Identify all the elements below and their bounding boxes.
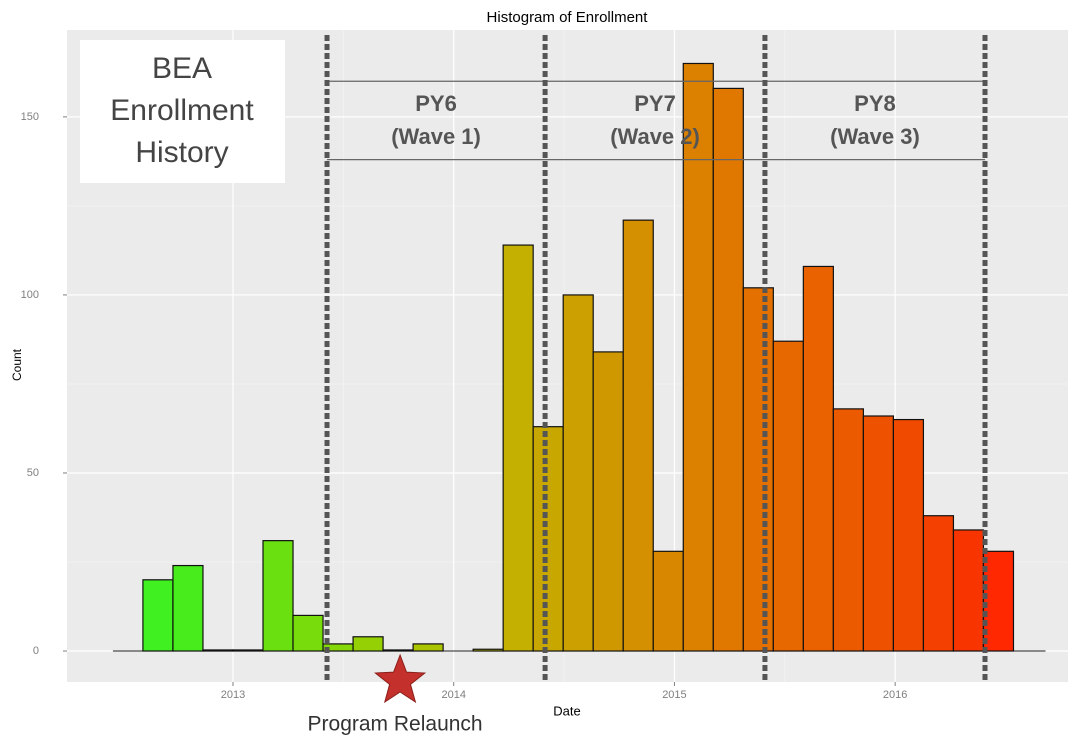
- bar: [892, 418, 925, 652]
- bar: [172, 564, 204, 652]
- bar: [652, 550, 684, 652]
- bar: [262, 540, 294, 652]
- bar: [682, 62, 714, 652]
- bar: [862, 415, 895, 652]
- y-tick-label: 100: [21, 289, 39, 301]
- bar: [742, 287, 774, 652]
- bar: [532, 426, 564, 652]
- box-label: History: [135, 136, 228, 169]
- x-axis-label: Date: [553, 703, 580, 718]
- bar: [712, 87, 744, 652]
- wave-label: PY8: [854, 91, 896, 116]
- bar: [502, 244, 534, 652]
- bar: [832, 408, 864, 652]
- bar: [352, 636, 384, 652]
- bar: [232, 649, 264, 652]
- y-tick-label: 0: [33, 645, 39, 657]
- bar: [472, 648, 504, 652]
- bar: [562, 294, 594, 652]
- wave-label: PY6: [415, 91, 457, 116]
- bar: [592, 351, 624, 652]
- bar: [412, 643, 444, 652]
- bar: [922, 515, 955, 652]
- bar: [292, 614, 324, 652]
- chart-title: Histogram of Enrollment: [487, 9, 649, 26]
- box-label: BEA: [152, 52, 212, 85]
- bar: [622, 219, 654, 652]
- bar: [202, 649, 234, 652]
- wave-label: PY7: [634, 91, 676, 116]
- bar: [772, 340, 804, 652]
- relaunch-star: [374, 653, 427, 704]
- x-tick-label: 2013: [221, 689, 245, 701]
- bar: [142, 579, 174, 652]
- bar: [952, 529, 985, 652]
- wave-label: (Wave 2): [610, 124, 700, 149]
- x-tick-label: 2014: [441, 689, 465, 701]
- x-tick-label: 2016: [883, 689, 907, 701]
- wave-label: (Wave 1): [391, 124, 481, 149]
- y-tick-label: 150: [21, 111, 39, 123]
- title-box: [80, 40, 285, 183]
- bar: [382, 649, 414, 652]
- box-label: Enrollment: [110, 94, 254, 127]
- bar: [802, 265, 834, 652]
- wave-label: (Wave 3): [830, 124, 920, 149]
- y-axis-label: Count: [10, 348, 24, 381]
- bar: [982, 550, 1015, 652]
- relaunch-label: Program Relaunch: [308, 713, 483, 736]
- y-tick-label: 50: [27, 467, 39, 479]
- x-tick-label: 2015: [662, 689, 686, 701]
